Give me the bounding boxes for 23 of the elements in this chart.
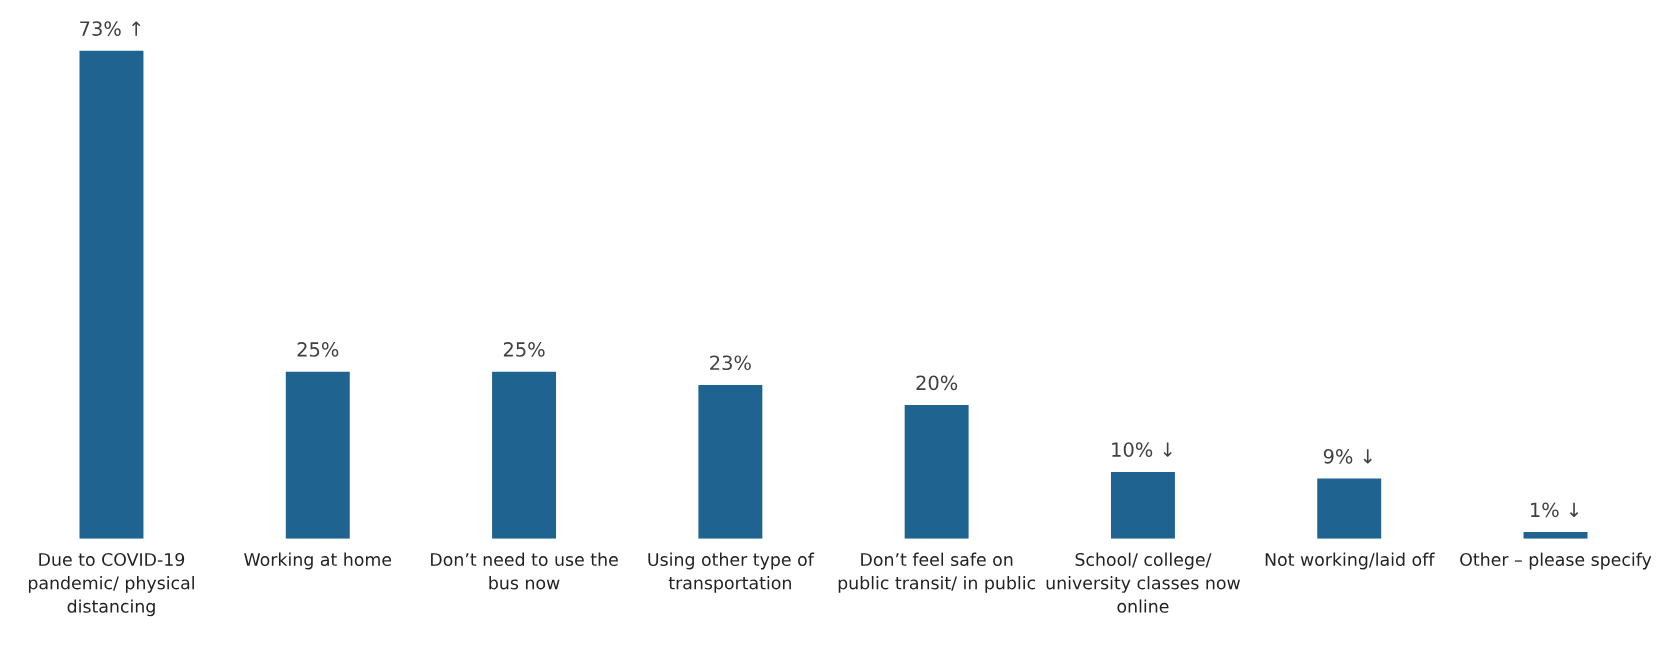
bar bbox=[492, 371, 557, 539]
data-label: 20% bbox=[916, 375, 958, 391]
bar bbox=[285, 371, 350, 539]
data-label: 25% bbox=[297, 342, 339, 357]
data-label: 73% ↑ bbox=[80, 21, 141, 36]
x-tick-label: Using other type of transportation bbox=[648, 552, 815, 593]
x-tick-label: Other – please specify bbox=[1460, 552, 1652, 570]
data-label: 23% bbox=[710, 355, 751, 371]
x-tick-label: School/ college/ university classes now online bbox=[1046, 552, 1240, 613]
x-tick-label: Not working/laid off bbox=[1265, 552, 1435, 570]
bar bbox=[1110, 471, 1175, 539]
x-tick-label: Don’t need to use the bus now bbox=[431, 552, 618, 590]
bar bbox=[904, 405, 969, 539]
bar bbox=[698, 385, 763, 539]
data-label: 1% ↓ bbox=[1531, 502, 1579, 518]
data-label: 25% bbox=[503, 342, 545, 357]
data-label: 9% ↓ bbox=[1323, 448, 1372, 464]
bar bbox=[79, 50, 144, 539]
bar bbox=[1317, 478, 1382, 539]
x-tick-label: Don’t feel safe on public transit/ in public bbox=[838, 552, 1036, 593]
data-label: 10% ↓ bbox=[1112, 442, 1172, 457]
x-tick-label: Working at home bbox=[244, 552, 392, 570]
x-tick-label: Due to COVID-19 pandemic/ physical distancing bbox=[28, 552, 194, 617]
